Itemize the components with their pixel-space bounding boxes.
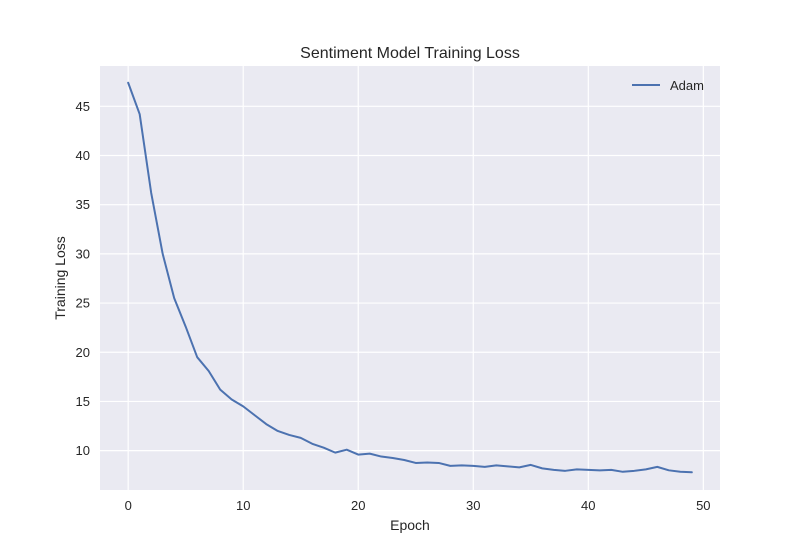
y-tick-label: 45 (76, 99, 90, 114)
chart-title: Sentiment Model Training Loss (300, 45, 520, 62)
x-tick-label: 0 (125, 498, 132, 513)
y-tick-label: 30 (76, 246, 90, 261)
x-tick-label: 10 (236, 498, 250, 513)
y-tick-label: 15 (76, 394, 90, 409)
y-tick-label: 35 (76, 197, 90, 212)
x-tick-label: 20 (351, 498, 365, 513)
y-tick-label: 20 (76, 345, 90, 360)
y-tick-label: 25 (76, 296, 90, 311)
y-axis-label: Training Loss (52, 236, 68, 320)
y-tick-label: 10 (76, 443, 90, 458)
x-tick-label: 40 (581, 498, 595, 513)
x-tick-label: 50 (696, 498, 710, 513)
x-tick-label: 30 (466, 498, 480, 513)
x-axis-label: Epoch (390, 517, 430, 533)
y-tick-label: 40 (76, 148, 90, 163)
plot-area (100, 66, 720, 490)
legend-label-adam: Adam (670, 78, 704, 93)
